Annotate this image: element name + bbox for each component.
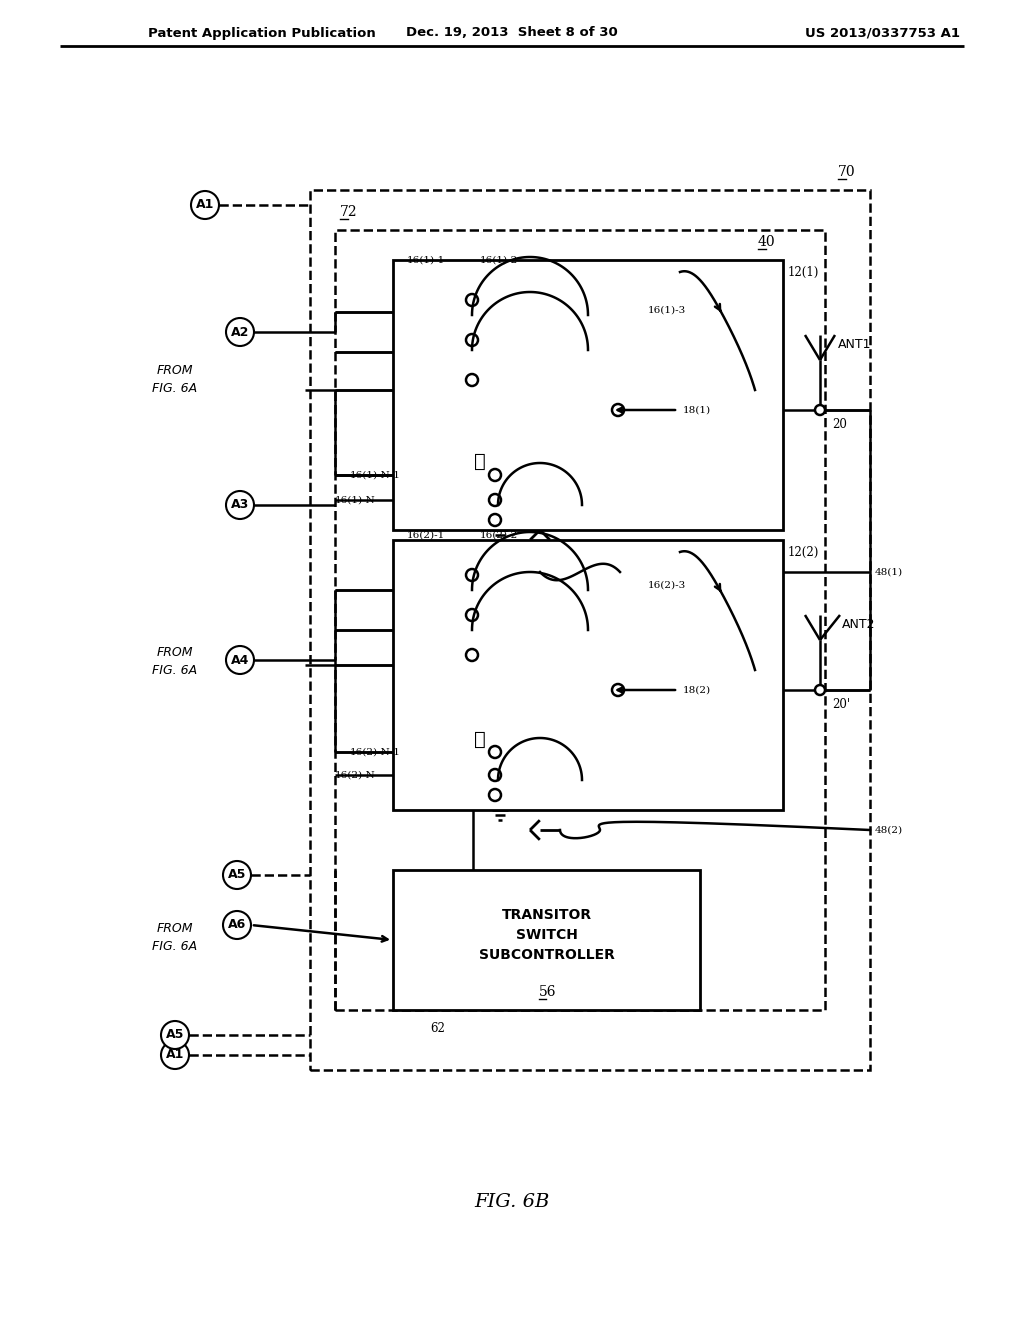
Text: 72: 72 — [340, 205, 357, 219]
Bar — [335, 230, 825, 1010]
Text: FIG. 6B: FIG. 6B — [474, 1193, 550, 1210]
Text: 70: 70 — [838, 165, 856, 180]
Text: 18(2): 18(2) — [683, 685, 711, 694]
Text: 48(1): 48(1) — [874, 568, 903, 577]
Circle shape — [489, 494, 501, 506]
Circle shape — [489, 789, 501, 801]
Text: A6: A6 — [228, 919, 246, 932]
Text: ANT2: ANT2 — [842, 619, 876, 631]
Text: SWITCH: SWITCH — [515, 928, 578, 942]
Bar — [393, 540, 783, 810]
Text: 18(1): 18(1) — [683, 405, 711, 414]
Text: FROM: FROM — [157, 363, 194, 376]
Text: 12(1): 12(1) — [788, 265, 819, 279]
Text: 40: 40 — [758, 235, 775, 249]
Text: A5: A5 — [227, 869, 246, 882]
Text: Dec. 19, 2013  Sheet 8 of 30: Dec. 19, 2013 Sheet 8 of 30 — [407, 26, 617, 40]
Text: Patent Application Publication: Patent Application Publication — [148, 26, 376, 40]
Circle shape — [226, 645, 254, 675]
Circle shape — [161, 1020, 189, 1049]
Circle shape — [466, 649, 478, 661]
Text: ⋮: ⋮ — [474, 453, 485, 471]
Circle shape — [489, 770, 501, 781]
Text: A1: A1 — [166, 1048, 184, 1061]
Circle shape — [815, 685, 825, 696]
Bar — [406, 275, 645, 445]
Text: 48(2): 48(2) — [874, 825, 903, 834]
Text: 16(2)-3: 16(2)-3 — [648, 581, 686, 590]
Text: SUBCONTROLLER: SUBCONTROLLER — [478, 948, 614, 962]
Text: 16(2)-2: 16(2)-2 — [480, 531, 518, 540]
Circle shape — [226, 318, 254, 346]
Circle shape — [489, 469, 501, 480]
Text: A1: A1 — [196, 198, 214, 211]
Circle shape — [466, 374, 478, 385]
Circle shape — [815, 405, 825, 414]
Circle shape — [612, 404, 624, 416]
Bar — [393, 870, 700, 1010]
Circle shape — [161, 1041, 189, 1069]
Circle shape — [489, 513, 501, 525]
Text: FIG. 6A: FIG. 6A — [153, 940, 198, 953]
Text: 12(2): 12(2) — [788, 545, 819, 558]
Bar — [393, 260, 783, 531]
Circle shape — [612, 684, 624, 696]
Text: A2: A2 — [230, 326, 249, 338]
Text: 62: 62 — [430, 1022, 444, 1035]
Text: 16(1)-2: 16(1)-2 — [480, 256, 518, 264]
Text: 16(2)-N-1: 16(2)-N-1 — [350, 747, 400, 756]
Text: FROM: FROM — [157, 647, 194, 660]
Circle shape — [466, 294, 478, 306]
Circle shape — [226, 491, 254, 519]
Text: FIG. 6A: FIG. 6A — [153, 664, 198, 677]
Text: TRANSITOR: TRANSITOR — [502, 908, 592, 921]
Text: A4: A4 — [230, 653, 249, 667]
Text: 16(1)-1: 16(1)-1 — [407, 256, 445, 264]
Circle shape — [223, 861, 251, 888]
Text: 16(2)-1: 16(2)-1 — [407, 531, 445, 540]
Bar — [310, 190, 870, 1071]
Circle shape — [223, 911, 251, 939]
Text: US 2013/0337753 A1: US 2013/0337753 A1 — [805, 26, 961, 40]
Circle shape — [191, 191, 219, 219]
Text: FIG. 6A: FIG. 6A — [153, 381, 198, 395]
Text: 16(2)-N: 16(2)-N — [335, 771, 376, 780]
Bar — [406, 550, 645, 719]
Text: A5: A5 — [166, 1028, 184, 1041]
Circle shape — [466, 609, 478, 620]
Circle shape — [466, 569, 478, 581]
Text: ANT1: ANT1 — [838, 338, 871, 351]
Text: 16(1)-3: 16(1)-3 — [648, 305, 686, 314]
Text: 16(1)-N-1: 16(1)-N-1 — [350, 470, 400, 479]
Circle shape — [466, 334, 478, 346]
Text: 20: 20 — [831, 418, 847, 432]
Text: 16(1)-N: 16(1)-N — [335, 495, 376, 504]
Text: A3: A3 — [230, 499, 249, 511]
Text: 20': 20' — [831, 698, 850, 711]
Text: FROM: FROM — [157, 921, 194, 935]
Text: 56: 56 — [539, 985, 556, 999]
Circle shape — [489, 746, 501, 758]
Text: ⋮: ⋮ — [474, 731, 485, 748]
